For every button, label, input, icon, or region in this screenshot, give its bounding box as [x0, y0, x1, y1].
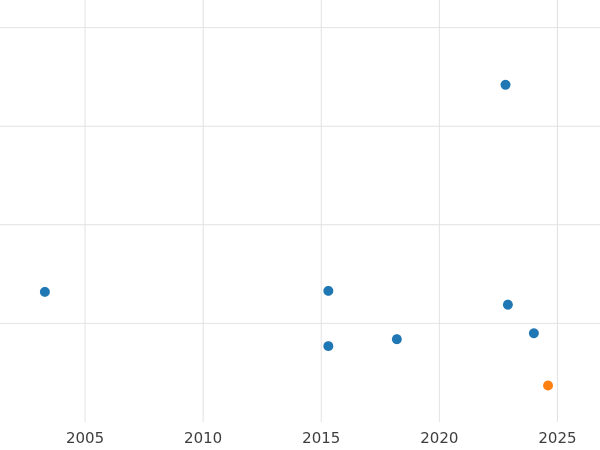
- data-point-series-blue: [502, 299, 513, 310]
- x-tick-label: 2015: [302, 429, 340, 447]
- data-point-series-blue: [391, 334, 402, 345]
- x-tick-label: 2005: [66, 429, 104, 447]
- data-point-series-blue: [323, 285, 334, 296]
- data-point-series-orange: [543, 380, 554, 391]
- data-point-series-blue: [323, 341, 334, 352]
- data-point-series-blue: [500, 79, 511, 90]
- x-tick-label: 2025: [538, 429, 576, 447]
- data-point-series-blue: [528, 328, 539, 339]
- x-tick-label: 2010: [184, 429, 222, 447]
- data-point-series-blue: [39, 286, 50, 297]
- x-tick-label: 2020: [420, 429, 458, 447]
